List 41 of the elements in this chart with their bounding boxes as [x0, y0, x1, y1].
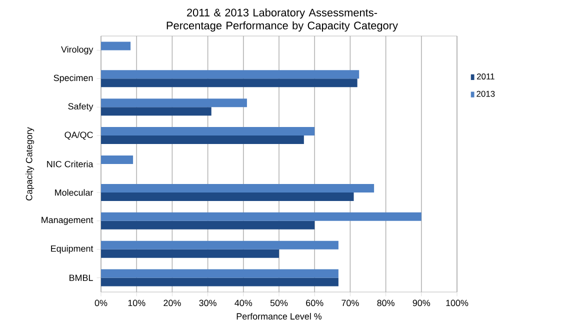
x-tick-label: 90% — [412, 300, 430, 306]
bar — [101, 42, 131, 50]
x-tick-label: 50% — [270, 300, 288, 306]
x-tick-label: 70% — [342, 300, 359, 306]
y-tick-label: QA/QC — [64, 131, 93, 140]
x-tick-label: 10% — [128, 300, 146, 306]
bar — [101, 192, 354, 201]
x-tick-label: 60% — [306, 300, 324, 306]
bar — [101, 269, 338, 278]
bar — [101, 184, 374, 192]
x-axis-title: Performance Level % — [236, 312, 322, 320]
bar — [101, 240, 338, 250]
y-tick-label: Molecular — [55, 189, 94, 196]
y-tick-label: Virology — [61, 46, 94, 54]
bar — [101, 136, 304, 144]
y-tick-label: Equipment — [51, 245, 94, 254]
legend-label: 2011 — [477, 73, 494, 80]
y-tick-label: BMBL — [70, 274, 93, 281]
bar — [101, 156, 134, 164]
bar — [101, 107, 212, 116]
chart-title: 2011 & 2013 Laboratory Assessments-Percentage Performance by Capacity Category — [166, 8, 398, 32]
y-tick-label: NIC Criteria — [47, 160, 94, 168]
y-tick-label: Specimen — [54, 74, 93, 83]
y-axis-title: Capacity Category — [26, 127, 34, 200]
x-tick-label: 30% — [199, 300, 216, 306]
y-tick-label: Management — [42, 216, 94, 225]
bar — [101, 249, 280, 258]
x-tick-label: 40% — [234, 300, 252, 306]
x-tick-label: 0% — [94, 300, 108, 306]
bar — [101, 78, 358, 88]
bar — [101, 278, 338, 286]
bar — [101, 70, 360, 79]
bar — [101, 212, 422, 221]
y-tick-label: Safety — [68, 102, 94, 112]
legend-label: 2013 — [476, 90, 495, 97]
bar — [101, 98, 247, 108]
x-tick-label: 20% — [164, 300, 181, 306]
x-tick-label: 80% — [377, 300, 394, 306]
x-tick-label: 100% — [446, 300, 468, 306]
bar — [101, 127, 315, 136]
bar — [101, 220, 315, 230]
